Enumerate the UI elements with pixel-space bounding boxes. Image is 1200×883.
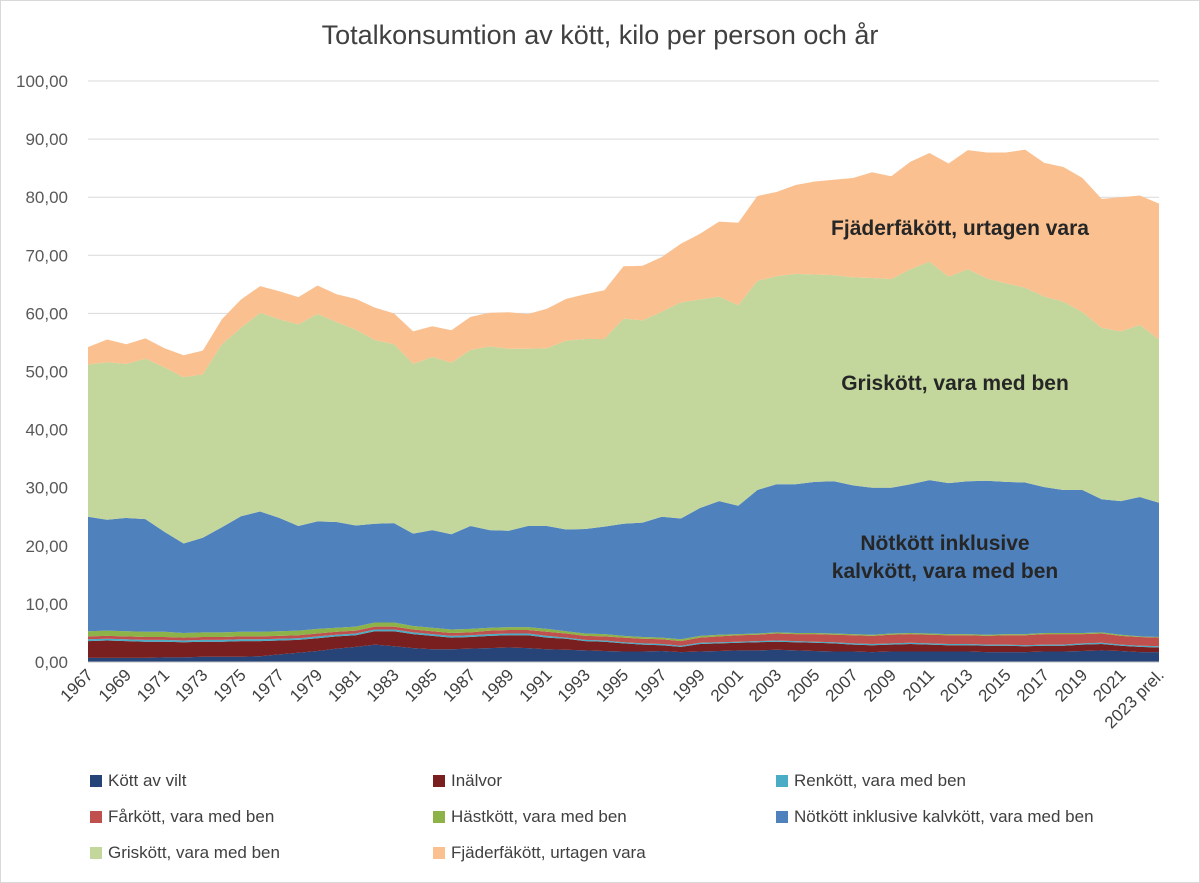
y-tick-label: 10,00	[25, 595, 68, 614]
legend-label: Kött av vilt	[108, 771, 187, 790]
y-tick-label: 70,00	[25, 246, 68, 265]
x-tick-label: 1979	[286, 665, 326, 705]
x-tick-label: 1971	[133, 665, 173, 705]
y-tick-label: 20,00	[25, 537, 68, 556]
x-tick-label: 1999	[669, 665, 709, 705]
x-tick-label: 1997	[630, 665, 670, 705]
y-tick-label: 100,00	[16, 72, 68, 91]
x-tick-label: 2007	[822, 665, 862, 705]
legend-swatch	[776, 775, 788, 787]
x-tick-label: 2019	[1051, 665, 1091, 705]
legend-item: Inälvor	[433, 768, 776, 794]
legend-item: Nötkött inklusive kalvkött, vara med ben	[776, 804, 1170, 830]
area-Kött av vilt	[88, 644, 1159, 662]
legend-swatch	[433, 775, 445, 787]
x-tick-label: 2015	[975, 665, 1015, 705]
legend-item: Hästkött, vara med ben	[433, 804, 776, 830]
x-tick-label: 2009	[860, 665, 900, 705]
chart-title: Totalkonsumtion av kött, kilo per person…	[321, 20, 879, 50]
area-Nötkött inklusive kalvkött, vara med ben	[88, 480, 1159, 640]
x-tick-label: 1991	[516, 665, 556, 705]
x-tick-label: 1975	[210, 665, 250, 705]
area-label: Nötkött inklusive	[860, 532, 1029, 555]
legend-item: Kött av vilt	[90, 768, 433, 794]
x-tick-labels: 1967196919711973197519771979198119831985…	[57, 665, 1168, 732]
x-tick-label: 1987	[439, 665, 479, 705]
legend: Kött av vilt Inälvor Renkött, vara med ben…	[90, 768, 1170, 866]
legend-item: Griskött, vara med ben	[90, 840, 433, 866]
legend-item: Fjäderfäkött, urtagen vara	[433, 840, 776, 866]
y-tick-label: 40,00	[25, 421, 68, 440]
x-tick-label: 1977	[248, 665, 288, 705]
legend-label: Nötkött inklusive kalvkött, vara med ben	[794, 807, 1094, 826]
legend-label: Hästkött, vara med ben	[451, 807, 627, 826]
x-tick-label: 1981	[324, 665, 364, 705]
x-tick-label: 1989	[477, 665, 517, 705]
legend-swatch	[90, 811, 102, 823]
area-label: Fjäderfäkött, urtagen vara	[831, 217, 1089, 240]
x-tick-label: 1969	[95, 665, 135, 705]
area-Griskött, vara med ben	[88, 261, 1159, 544]
area-Renkött, vara med ben	[88, 629, 1159, 648]
legend-label: Fjäderfäkött, urtagen vara	[451, 843, 646, 862]
y-tick-label: 80,00	[25, 188, 68, 207]
y-tick-label: 50,00	[25, 363, 68, 382]
area-Fårkött, vara med ben	[88, 626, 1159, 647]
x-tick-label: 2003	[745, 665, 785, 705]
x-tick-label: 1985	[401, 665, 441, 705]
area-Inälvor	[88, 631, 1159, 658]
area-Fjäderfäkött, urtagen vara	[88, 149, 1159, 378]
area-label: kalvkött, vara med ben	[832, 560, 1058, 583]
legend-label: Renkött, vara med ben	[794, 771, 966, 790]
area-Hästkött, vara med ben	[88, 622, 1159, 642]
y-tick-label: 30,00	[25, 479, 68, 498]
y-tick-labels: 0,00 10,00 20,00 30,00 40,00 50,00 60,00 70,00 8…	[16, 72, 68, 672]
legend-item: Renkött, vara med ben	[776, 768, 1170, 794]
x-tick-label: 1995	[592, 665, 632, 705]
legend-swatch	[433, 847, 445, 859]
legend-label: Griskött, vara med ben	[108, 843, 280, 862]
y-tick-label: 60,00	[25, 304, 68, 323]
legend-swatch	[433, 811, 445, 823]
legend-swatch	[776, 811, 788, 823]
x-tick-label: 2005	[783, 665, 823, 705]
x-tick-label: 2013	[936, 665, 976, 705]
x-tick-label: 2017	[1013, 665, 1053, 705]
legend-label: Inälvor	[451, 771, 503, 790]
x-tick-label: 2001	[707, 665, 747, 705]
area-label: Griskött, vara med ben	[841, 372, 1069, 395]
legend-item: Fårkött, vara med ben	[90, 804, 433, 830]
legend-swatch	[90, 847, 102, 859]
x-tick-label: 1973	[171, 665, 211, 705]
area-labels: Fjäderfäkött, urtagen vara Griskött, vara…	[831, 217, 1089, 583]
x-tick-label: 1993	[554, 665, 594, 705]
x-tick-label: 2011	[899, 665, 938, 704]
areas	[88, 149, 1159, 662]
x-tick-label: 1983	[363, 665, 403, 705]
legend-label: Fårkött, vara med ben	[108, 807, 275, 826]
legend-swatch	[90, 775, 102, 787]
y-tick-label: 0,00	[35, 653, 68, 672]
y-tick-label: 90,00	[25, 130, 68, 149]
